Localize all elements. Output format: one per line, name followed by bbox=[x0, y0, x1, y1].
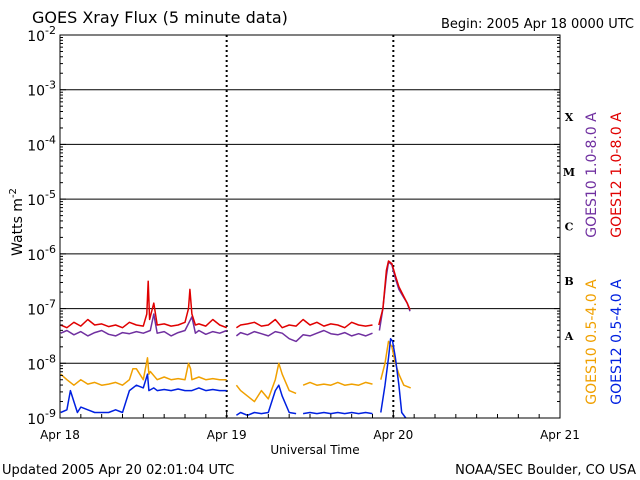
series-line bbox=[60, 280, 227, 329]
y-tick-exponent: -4 bbox=[45, 133, 56, 146]
y-tick-exponent: -5 bbox=[45, 188, 56, 201]
series-line bbox=[380, 337, 407, 419]
series-2 bbox=[60, 340, 411, 403]
series-line bbox=[235, 318, 373, 329]
y-tick-exponent: -3 bbox=[45, 79, 56, 92]
y-axis-label-exponent: -2 bbox=[8, 188, 19, 198]
x-tick-label: Apr 20 bbox=[373, 428, 413, 442]
y-tick-base: 10 bbox=[27, 303, 45, 319]
series-line bbox=[60, 373, 227, 414]
x-axis-label: Universal Time bbox=[270, 443, 359, 457]
grid-lines bbox=[60, 35, 560, 418]
y-tick-label: 10-8 bbox=[27, 352, 56, 373]
credit-label: NOAA/SEC Boulder, CO USA bbox=[455, 463, 636, 478]
x-tick-label: Apr 18 bbox=[40, 428, 80, 442]
y-tick-base: 10 bbox=[27, 29, 45, 45]
series-line bbox=[60, 313, 227, 337]
y-tick-label: 10-6 bbox=[27, 243, 56, 264]
legend-entry: GOES10 1.0-8.0 A bbox=[584, 112, 600, 238]
series-0 bbox=[60, 261, 411, 343]
legend: GOES10 1.0-8.0 A GOES12 1.0-8.0 A GOES10 0… bbox=[584, 112, 625, 405]
y-tick-base: 10 bbox=[27, 412, 45, 428]
flare-class-A: A bbox=[564, 330, 574, 343]
series-line bbox=[302, 381, 373, 386]
x-tick-label: Apr 19 bbox=[207, 428, 247, 442]
y-tick-label: 10-4 bbox=[27, 133, 56, 154]
series-line bbox=[235, 329, 373, 343]
updated-timestamp: Updated 2005 Apr 20 02:01:04 UTC bbox=[2, 463, 234, 478]
series-line bbox=[60, 357, 227, 386]
flare-class-C: C bbox=[565, 221, 574, 234]
y-tick-label: 10-3 bbox=[27, 79, 56, 100]
flare-class-B: B bbox=[564, 275, 573, 288]
y-tick-base: 10 bbox=[27, 84, 45, 100]
y-tick-base: 10 bbox=[27, 357, 45, 373]
flare-class-M: M bbox=[563, 166, 575, 179]
y-tick-label: 10-7 bbox=[27, 298, 56, 319]
series-layer bbox=[60, 260, 411, 419]
y-tick-exponent: -6 bbox=[45, 243, 56, 256]
legend-entry: GOES10 0.5-4.0 A bbox=[584, 279, 600, 405]
y-tick-exponent: -2 bbox=[45, 24, 56, 37]
y-tick-exponent: -9 bbox=[45, 407, 56, 420]
y-tick-exponent: -7 bbox=[45, 298, 56, 311]
series-1 bbox=[60, 260, 411, 329]
y-tick-label: 10-5 bbox=[27, 188, 56, 209]
series-line bbox=[235, 362, 297, 403]
flare-class-labels: X M C B A bbox=[563, 111, 575, 343]
series-line bbox=[378, 260, 411, 326]
begin-label: Begin: 2005 Apr 18 0000 UTC bbox=[441, 17, 634, 32]
y-tick-base: 10 bbox=[27, 193, 45, 209]
series-line bbox=[302, 411, 373, 415]
legend-entry: GOES12 0.5-4.0 A bbox=[609, 279, 625, 405]
series-line bbox=[235, 384, 297, 417]
plot-frame bbox=[59, 34, 561, 419]
y-tick-exponent: -8 bbox=[45, 352, 56, 365]
legend-entry: GOES12 1.0-8.0 A bbox=[609, 112, 625, 238]
chart-title: GOES Xray Flux (5 minute data) bbox=[32, 8, 288, 27]
x-tick-label: Apr 21 bbox=[540, 428, 580, 442]
y-tick-base: 10 bbox=[27, 138, 45, 154]
y-tick-label: 10-9 bbox=[27, 407, 56, 428]
flare-class-X: X bbox=[565, 111, 574, 124]
y-axis-label-main: Watts m bbox=[10, 198, 26, 256]
series-3 bbox=[60, 337, 407, 419]
y-axis-label: Watts m-2 bbox=[8, 188, 26, 256]
y-tick-base: 10 bbox=[27, 248, 45, 264]
y-tick-label: 10-2 bbox=[27, 24, 56, 45]
series-line bbox=[380, 340, 411, 389]
